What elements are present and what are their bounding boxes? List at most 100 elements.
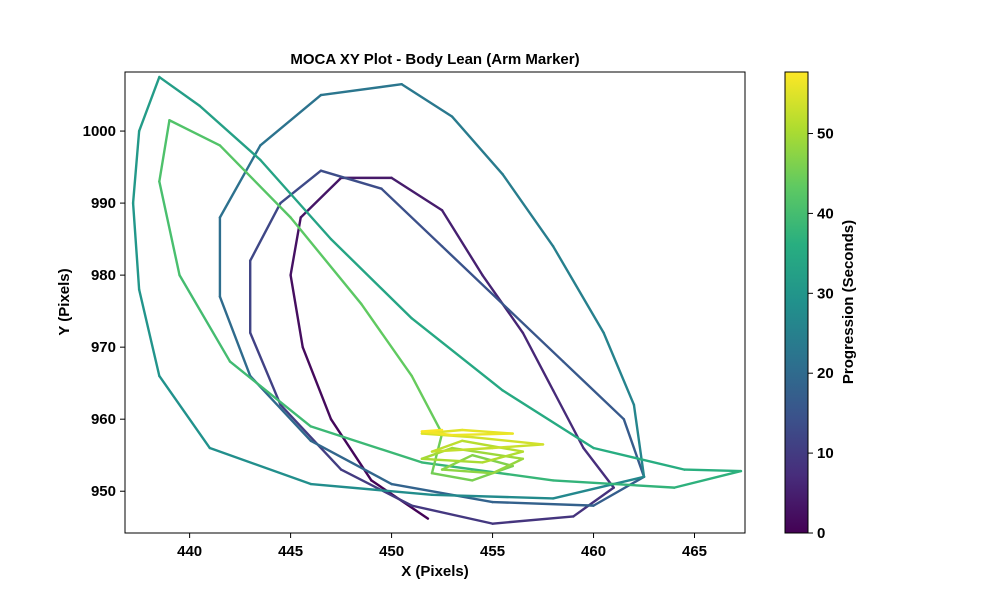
trajectory-segment <box>440 245 504 306</box>
trajectory-segment <box>309 439 393 486</box>
trajectory-segment <box>400 83 454 118</box>
y-tick-label: 970 <box>91 339 116 356</box>
trajectory-segment <box>279 169 323 205</box>
trajectory-segment <box>319 83 403 97</box>
trajectory-segment <box>602 331 636 406</box>
trajectory-segment <box>420 428 444 433</box>
trajectory-segment <box>410 374 444 435</box>
trajectory-segment <box>158 180 181 277</box>
trajectory-segment <box>319 169 383 190</box>
trajectory-segment <box>491 457 525 475</box>
colorbar-label: Progression (Seconds) <box>840 220 857 384</box>
x-tick-label: 440 <box>177 543 202 560</box>
trajectory-segment <box>622 417 646 479</box>
colorbar-tick-label: 20 <box>817 365 834 382</box>
colorbar-tick-label: 0 <box>817 525 825 542</box>
trajectory-segment <box>440 468 494 475</box>
trajectory-segment <box>158 374 212 450</box>
trajectory-segment <box>178 273 232 363</box>
y-tick-label: 960 <box>91 411 116 428</box>
colorbar-tick-label: 50 <box>817 126 834 143</box>
trajectory-segment <box>683 468 743 473</box>
y-tick-label: 990 <box>91 195 116 212</box>
trajectory-segment <box>501 389 595 450</box>
trajectory-segment <box>198 104 262 162</box>
trajectory-segment <box>208 446 312 486</box>
trajectory-segment <box>481 450 525 464</box>
colorbar-axis: 0 10 20 30 40 50 <box>808 126 834 542</box>
trajectory-segment <box>440 209 484 277</box>
trajectory-segment <box>551 245 605 334</box>
trajectory-segment <box>592 475 646 507</box>
trajectory-segment <box>137 288 161 378</box>
trajectory-segment <box>259 93 323 147</box>
trajectory-segment <box>582 446 615 489</box>
trajectory-segment <box>491 515 575 525</box>
trajectory-segment <box>592 446 686 471</box>
y-axis: 950 960 970 980 990 1000 <box>83 123 125 500</box>
trajectory-segment <box>430 439 464 453</box>
x-tick-label: 450 <box>379 543 404 560</box>
trajectory-segment <box>471 435 545 446</box>
trajectory-segment <box>440 454 474 471</box>
trajectory-segment <box>131 201 141 291</box>
trajectory-segment <box>218 144 262 219</box>
trajectory-segment <box>501 173 555 248</box>
trajectory-segment <box>430 493 555 500</box>
trajectory-segment <box>131 129 141 205</box>
trajectory-segment <box>491 500 595 507</box>
trajectory-segment <box>551 475 646 500</box>
trajectory-segment <box>501 302 565 363</box>
trajectory-segment <box>410 504 494 525</box>
x-tick-label: 455 <box>480 543 505 560</box>
trajectory-segment <box>339 468 413 507</box>
trajectory-segment <box>137 75 161 133</box>
trajectory-segment <box>450 432 514 437</box>
colorbar-tick-label: 40 <box>817 205 834 222</box>
y-tick-label: 950 <box>91 483 116 500</box>
x-axis-label: X (Pixels) <box>401 563 469 580</box>
trajectory-segment <box>632 403 646 479</box>
trajectory-segment <box>309 482 434 497</box>
trajectory-segment <box>329 237 413 320</box>
trajectory-segment <box>249 331 282 406</box>
colorbar-tick-label: 30 <box>817 285 834 302</box>
trajectory-segment <box>491 443 545 450</box>
x-tick-label: 465 <box>682 543 707 560</box>
plot-area-frame <box>124 71 746 534</box>
trajectory-segment <box>562 360 626 421</box>
trajectory-segment <box>158 75 201 108</box>
trajectory-segment <box>249 201 282 262</box>
trajectory-segment <box>430 446 494 453</box>
trajectory-segment <box>572 486 615 518</box>
trajectory-segment <box>420 461 555 482</box>
trajectory-segment <box>390 482 494 504</box>
colorbar <box>784 71 809 534</box>
trajectory-segment <box>228 360 312 428</box>
trajectory-segment <box>360 302 413 378</box>
trajectory-segment <box>450 115 504 176</box>
trajectory-segment <box>168 119 222 147</box>
trajectory-segment <box>673 469 743 489</box>
trajectory-segment <box>218 295 252 378</box>
trajectory-segment <box>289 216 363 306</box>
y-tick-label: 980 <box>91 267 116 284</box>
trajectory-segment <box>521 331 555 392</box>
trajectory-segment <box>309 425 424 464</box>
trajectory-segment <box>461 439 525 453</box>
trajectory-segment <box>289 273 304 349</box>
trajectory-series <box>131 75 743 525</box>
trajectory-segment <box>551 479 676 489</box>
x-axis: 440 445 450 455 460 465 <box>177 533 707 560</box>
chart-title: MOCA XY Plot - Body Lean (Arm Marker) <box>290 51 579 68</box>
x-tick-label: 460 <box>581 543 606 560</box>
trajectory-segment <box>410 317 504 392</box>
trajectory-segment <box>301 345 333 421</box>
x-tick-label: 445 <box>278 543 303 560</box>
trajectory-segment <box>420 457 484 464</box>
trajectory-segment <box>158 119 171 183</box>
trajectory-segment <box>218 144 292 219</box>
colorbar-tick-label: 10 <box>817 445 834 462</box>
trajectory-segment <box>279 403 343 471</box>
trajectory-segment <box>430 472 474 482</box>
